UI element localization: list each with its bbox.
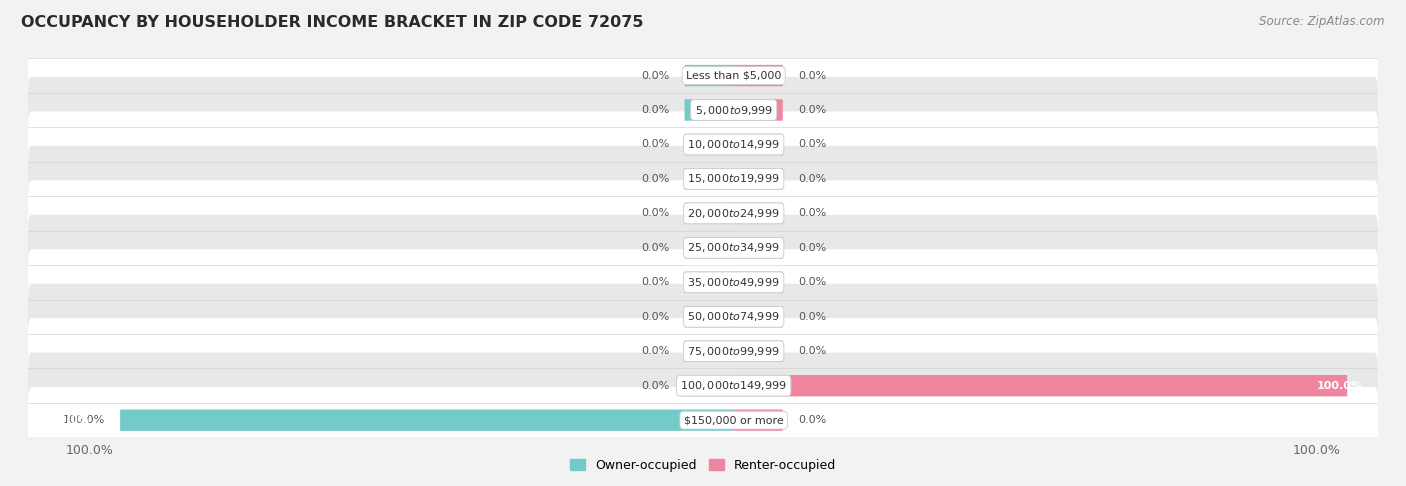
FancyBboxPatch shape (685, 272, 734, 293)
FancyBboxPatch shape (28, 318, 1378, 384)
Text: $75,000 to $99,999: $75,000 to $99,999 (688, 345, 780, 358)
FancyBboxPatch shape (28, 146, 1378, 212)
FancyBboxPatch shape (28, 284, 1378, 350)
FancyBboxPatch shape (734, 272, 783, 293)
Text: $20,000 to $24,999: $20,000 to $24,999 (688, 207, 780, 220)
Text: $35,000 to $49,999: $35,000 to $49,999 (688, 276, 780, 289)
FancyBboxPatch shape (734, 134, 783, 155)
FancyBboxPatch shape (28, 215, 1378, 281)
Text: 0.0%: 0.0% (799, 208, 827, 218)
FancyBboxPatch shape (734, 306, 783, 328)
FancyBboxPatch shape (28, 353, 1378, 419)
FancyBboxPatch shape (734, 99, 783, 121)
Text: $50,000 to $74,999: $50,000 to $74,999 (688, 310, 780, 323)
Text: Source: ZipAtlas.com: Source: ZipAtlas.com (1260, 15, 1385, 28)
Text: 0.0%: 0.0% (799, 105, 827, 115)
FancyBboxPatch shape (685, 306, 734, 328)
Text: 100.0%: 100.0% (62, 415, 105, 425)
FancyBboxPatch shape (685, 99, 734, 121)
FancyBboxPatch shape (685, 341, 734, 362)
FancyBboxPatch shape (734, 341, 783, 362)
FancyBboxPatch shape (28, 77, 1378, 143)
FancyBboxPatch shape (734, 375, 1347, 397)
FancyBboxPatch shape (734, 168, 783, 190)
FancyBboxPatch shape (28, 249, 1378, 315)
Text: 0.0%: 0.0% (799, 243, 827, 253)
Text: 0.0%: 0.0% (799, 346, 827, 356)
Text: $25,000 to $34,999: $25,000 to $34,999 (688, 242, 780, 254)
Text: 0.0%: 0.0% (799, 139, 827, 150)
Text: $150,000 or more: $150,000 or more (683, 415, 783, 425)
Text: 0.0%: 0.0% (641, 346, 669, 356)
Text: 0.0%: 0.0% (641, 139, 669, 150)
Text: OCCUPANCY BY HOUSEHOLDER INCOME BRACKET IN ZIP CODE 72075: OCCUPANCY BY HOUSEHOLDER INCOME BRACKET … (21, 15, 644, 30)
Text: 0.0%: 0.0% (799, 174, 827, 184)
FancyBboxPatch shape (685, 134, 734, 155)
Legend: Owner-occupied, Renter-occupied: Owner-occupied, Renter-occupied (565, 453, 841, 477)
Text: 0.0%: 0.0% (641, 243, 669, 253)
FancyBboxPatch shape (685, 168, 734, 190)
FancyBboxPatch shape (685, 375, 734, 397)
Text: $100,000 to $149,999: $100,000 to $149,999 (681, 379, 787, 392)
Text: 0.0%: 0.0% (641, 381, 669, 391)
Text: Less than $5,000: Less than $5,000 (686, 70, 782, 81)
FancyBboxPatch shape (685, 237, 734, 259)
FancyBboxPatch shape (120, 410, 734, 431)
Text: 0.0%: 0.0% (799, 312, 827, 322)
Text: 0.0%: 0.0% (641, 312, 669, 322)
FancyBboxPatch shape (28, 111, 1378, 177)
FancyBboxPatch shape (685, 203, 734, 224)
FancyBboxPatch shape (685, 65, 734, 86)
FancyBboxPatch shape (734, 203, 783, 224)
FancyBboxPatch shape (734, 410, 783, 431)
Text: 0.0%: 0.0% (799, 278, 827, 287)
Text: 0.0%: 0.0% (641, 70, 669, 81)
Text: 0.0%: 0.0% (641, 208, 669, 218)
FancyBboxPatch shape (734, 65, 783, 86)
Text: 100.0%: 100.0% (44, 415, 90, 425)
Text: $15,000 to $19,999: $15,000 to $19,999 (688, 173, 780, 186)
FancyBboxPatch shape (734, 237, 783, 259)
FancyBboxPatch shape (28, 387, 1378, 453)
Text: $10,000 to $14,999: $10,000 to $14,999 (688, 138, 780, 151)
FancyBboxPatch shape (28, 180, 1378, 246)
Text: 0.0%: 0.0% (641, 105, 669, 115)
Text: 0.0%: 0.0% (799, 415, 827, 425)
Text: $5,000 to $9,999: $5,000 to $9,999 (695, 104, 773, 117)
Text: 0.0%: 0.0% (641, 278, 669, 287)
Text: 0.0%: 0.0% (799, 70, 827, 81)
FancyBboxPatch shape (28, 42, 1378, 109)
Text: 100.0%: 100.0% (1316, 381, 1362, 391)
Text: 0.0%: 0.0% (641, 174, 669, 184)
